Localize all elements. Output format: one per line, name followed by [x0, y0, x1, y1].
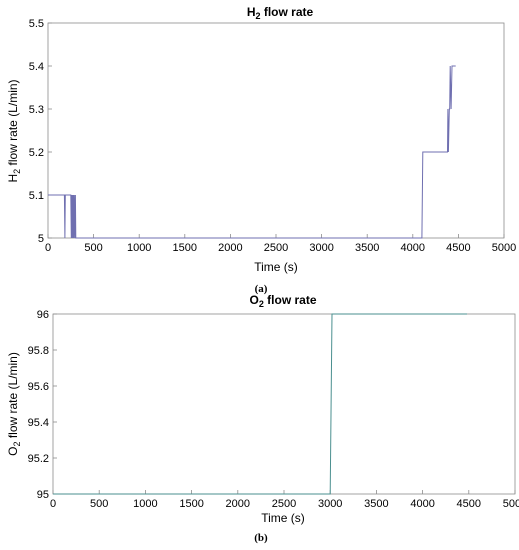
chart-a-x-tick-label: 2000	[218, 242, 242, 254]
chart-a-x-tick-label: 2500	[264, 242, 288, 254]
chart-b-x-tick-label: 1000	[133, 498, 157, 510]
chart-b-x-tick-label: 4000	[410, 498, 434, 510]
chart-a-x-tick-label: 4000	[401, 242, 425, 254]
chart-b-caption: (b)	[254, 532, 268, 544]
chart-b-x-tick-label: 2000	[226, 498, 250, 510]
chart-a-series-line	[48, 65, 456, 239]
chart-a-y-tick-label: 5.4	[29, 61, 44, 73]
chart-a-x-label: Time (s)	[254, 260, 298, 274]
chart-a-y-tick-label: 5.2	[29, 147, 44, 159]
chart-a-x-tick-label: 1000	[127, 242, 151, 254]
chart-a-x-tick-label: 3500	[355, 242, 379, 254]
chart-a-y-tick-label: 5.5	[29, 18, 44, 30]
chart-a-title: H2 flow rate	[247, 5, 314, 21]
chart-a-x-tick-label: 500	[84, 242, 102, 254]
chart-b-y-tick-label: 95.8	[28, 345, 49, 357]
chart-b-y-tick-label: 95.4	[28, 417, 49, 429]
chart-a-x-tick-label: 5000	[492, 242, 516, 254]
chart-b-y-label: O2 flow rate (L/min)	[6, 352, 22, 456]
chart-b-x-ticks: 0 500 1000 1500 2000 2500 3000 3500 4000 4500 5000	[50, 490, 519, 510]
chart-a-y-ticks: 5 5.1 5.2 5.3 5.4 5.5	[29, 18, 52, 245]
chart-a-caption: (a)	[255, 283, 268, 295]
chart-b-y-tick-label: 95	[37, 489, 49, 501]
chart-a-x-tick-label: 0	[45, 242, 51, 254]
chart-b: O2 flow rate 95 95.2 95.4 95.6 95.8 96 0 500 10…	[6, 293, 519, 544]
chart-a-plot-area	[47, 22, 505, 239]
chart-b-plot-area	[52, 313, 516, 495]
chart-a-x-tick-label: 4500	[446, 242, 470, 254]
chart-b-x-label: Time (s)	[261, 511, 305, 525]
chart-a: H2 flow rate 5 5.1 5.2 5.3 5.4 5.5 0 500 1000 15…	[6, 5, 516, 295]
chart-b-y-tick-label: 95.6	[28, 381, 49, 393]
chart-b-x-tick-label: 5000	[503, 498, 519, 510]
chart-b-x-tick-label: 0	[50, 498, 56, 510]
chart-b-x-tick-label: 3500	[364, 498, 388, 510]
chart-b-x-tick-label: 3000	[318, 498, 342, 510]
chart-b-x-tick-label: 1500	[179, 498, 203, 510]
chart-b-title: O2 flow rate	[249, 293, 316, 309]
chart-b-x-tick-label: 500	[90, 498, 108, 510]
chart-b-y-tick-label: 95.2	[28, 453, 49, 465]
chart-b-y-tick-label: 96	[37, 309, 49, 321]
chart-b-y-ticks: 95 95.2 95.4 95.6 95.8 96	[28, 309, 57, 501]
chart-a-y-tick-label: 5.3	[29, 104, 44, 116]
chart-a-y-label: H2 flow rate (L/min)	[6, 79, 22, 182]
chart-b-x-tick-label: 2500	[272, 498, 296, 510]
chart-a-y-tick-label: 5.1	[29, 190, 44, 202]
chart-a-x-tick-label: 1500	[173, 242, 197, 254]
chart-b-x-tick-label: 4500	[457, 498, 481, 510]
chart-a-x-ticks: 0 500 1000 1500 2000 2500 3000 3500 4000 4500 5000	[45, 234, 516, 254]
chart-b-series-line	[53, 313, 467, 495]
chart-a-x-tick-label: 3000	[309, 242, 333, 254]
chart-a-y-tick-label: 5	[38, 233, 44, 245]
